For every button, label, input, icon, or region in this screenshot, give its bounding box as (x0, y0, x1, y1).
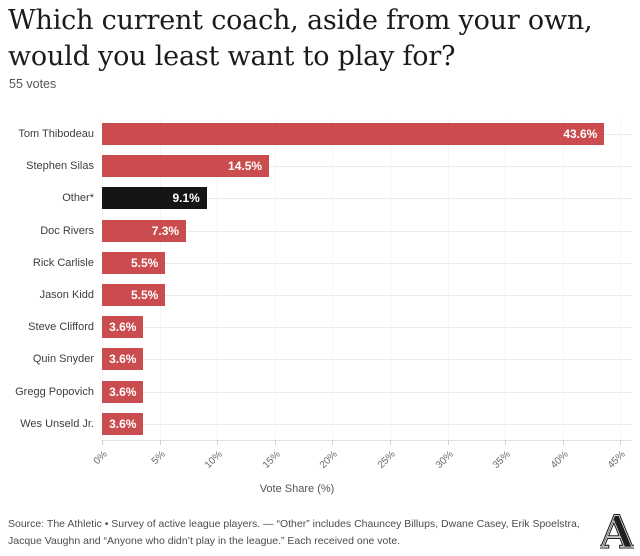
svg-text:A: A (600, 507, 634, 551)
x-tick-mark (447, 440, 449, 445)
chart-title-line1: Which current coach, aside from your own… (8, 5, 593, 36)
x-tick-mark (274, 440, 276, 445)
bar: 3.6% (102, 316, 144, 339)
votes-count: 55 votes (9, 77, 57, 91)
bar-row: Gregg Popovich 3.6% (0, 376, 640, 408)
bar-row: Tom Thibodeau 43.6% (0, 118, 640, 150)
vertical-gridline (562, 118, 564, 440)
coach-label: Tom Thibodeau (18, 128, 94, 141)
bar: 9.1% (102, 187, 207, 210)
bar-row: Rick Carlisle 5.5% (0, 247, 640, 279)
bar: 43.6% (102, 123, 605, 146)
x-tick-label: 20% (318, 449, 341, 471)
x-tick-label: 0% (91, 449, 110, 467)
chart-title-line2: would you least want to play for? (8, 41, 456, 72)
coach-label: Stephen Silas (26, 160, 94, 173)
horizontal-gridline (102, 262, 632, 264)
coach-label: Wes Unseld Jr. (20, 417, 94, 430)
vertical-gridline (505, 118, 507, 440)
bar-row: Steve Clifford 3.6% (0, 311, 640, 343)
x-tick-mark (562, 440, 564, 445)
bar: 3.6% (102, 380, 144, 403)
x-tick-mark (217, 440, 219, 445)
bar-value-label: 3.6% (109, 384, 137, 399)
bar-value-label: 5.5% (131, 288, 159, 303)
bar-row: Stephen Silas 14.5% (0, 150, 640, 182)
x-axis-label: Vote Share (%) (259, 483, 335, 495)
horizontal-gridline (102, 295, 632, 297)
x-tick-label: 45% (606, 449, 629, 471)
x-tick-label: 25% (375, 449, 398, 471)
horizontal-gridline (102, 359, 632, 361)
horizontal-gridline (102, 166, 632, 168)
vertical-gridline (159, 118, 161, 440)
source-note: Source: The Athletic • Survey of active … (8, 518, 580, 547)
bar: 14.5% (102, 155, 270, 178)
x-tick-mark (159, 440, 161, 445)
x-tick-label: 5% (149, 449, 168, 467)
coach-label: Steve Clifford (28, 321, 94, 334)
athletic-logo: A A A (600, 507, 634, 551)
vertical-gridline (274, 118, 276, 440)
bar-row: Doc Rivers 7.3% (0, 215, 640, 247)
bar: 5.5% (102, 251, 166, 274)
svg-text:A: A (600, 507, 634, 551)
plot-area (102, 118, 632, 445)
x-tick-label: 10% (203, 449, 225, 471)
bar-row: Jason Kidd 5.5% (0, 279, 640, 311)
horizontal-gridline (102, 423, 632, 425)
bar: 5.5% (102, 284, 166, 307)
bar-value-label: 9.1% (172, 191, 200, 206)
vertical-gridline (390, 118, 392, 440)
bar-value-label: 3.6% (109, 320, 137, 335)
x-tick-mark (505, 440, 507, 445)
bar-row: Wes Unseld Jr. 3.6% (0, 408, 640, 440)
x-tick-mark (332, 440, 334, 445)
coach-label: Gregg Popovich (15, 385, 94, 398)
bar-chart: Tom Thibodeau 43.6% Stephen Silas 14.5% Othe… (0, 118, 640, 471)
bar-row: Quin Snyder 3.6% (0, 343, 640, 375)
x-tick-mark (390, 440, 392, 445)
horizontal-gridline (102, 198, 632, 200)
horizontal-gridline (102, 391, 632, 393)
horizontal-gridline (102, 327, 632, 329)
coach-label: Jason Kidd (39, 289, 94, 302)
coach-label: Rick Carlisle (32, 256, 94, 269)
vertical-gridline (620, 118, 622, 440)
bar-value-label: 43.6% (563, 127, 598, 142)
vertical-gridline (102, 118, 103, 440)
svg-text:A: A (600, 507, 634, 551)
x-tick-label: 30% (433, 449, 456, 471)
vertical-gridline (447, 118, 449, 440)
bar-value-label: 7.3% (151, 223, 180, 238)
coach-label: Doc Rivers (40, 224, 94, 237)
bar: 3.6% (102, 348, 144, 371)
bar-row: Other* 9.1% (0, 182, 640, 214)
horizontal-gridline (102, 230, 632, 232)
coach-label: Other* (62, 192, 94, 205)
vertical-gridline (217, 118, 219, 440)
x-tick-mark (620, 440, 622, 445)
bar-value-label: 14.5% (228, 159, 263, 174)
coach-label: Quin Snyder (32, 353, 94, 366)
bar: 7.3% (102, 219, 187, 242)
bar-value-label: 3.6% (109, 416, 137, 431)
bar-value-label: 3.6% (109, 352, 137, 367)
x-tick-label: 35% (491, 449, 514, 471)
x-tick-label: 40% (548, 449, 571, 471)
bar: 3.6% (102, 412, 144, 435)
x-tick-mark (102, 440, 103, 445)
bar-value-label: 5.5% (131, 255, 159, 270)
vertical-gridline (332, 118, 334, 440)
x-tick-label: 15% (260, 449, 283, 471)
